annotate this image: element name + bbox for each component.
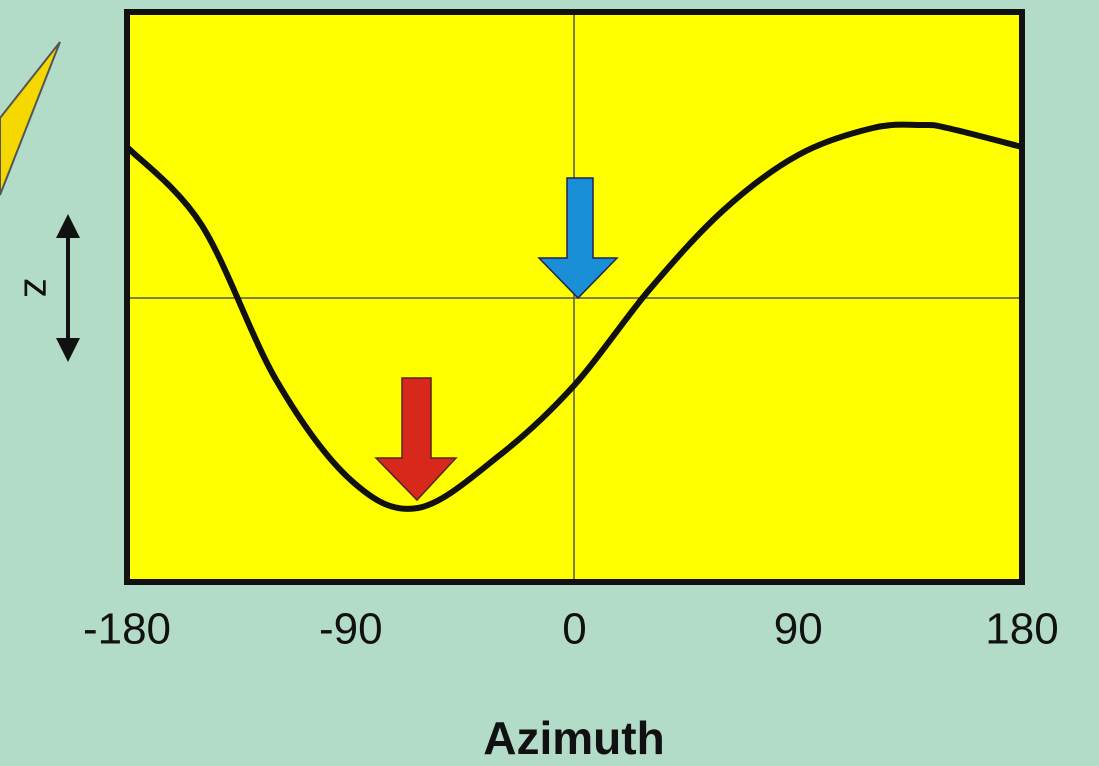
- x-tick-label: 90: [774, 605, 823, 654]
- page: {"chart_data":{"type":"line","x_label":"…: [0, 0, 1099, 766]
- x-tick-label: 0: [562, 605, 586, 654]
- x-tick-label: -90: [319, 605, 383, 654]
- x-axis-label: Azimuth: [483, 712, 664, 764]
- chart: z Azimuth -180 -90 0 90 180: [0, 0, 1099, 766]
- cone: [0, 42, 60, 195]
- x-tick-label: 180: [985, 605, 1058, 654]
- x-tick-label: -180: [83, 605, 171, 654]
- y-axis-label: z: [15, 278, 59, 298]
